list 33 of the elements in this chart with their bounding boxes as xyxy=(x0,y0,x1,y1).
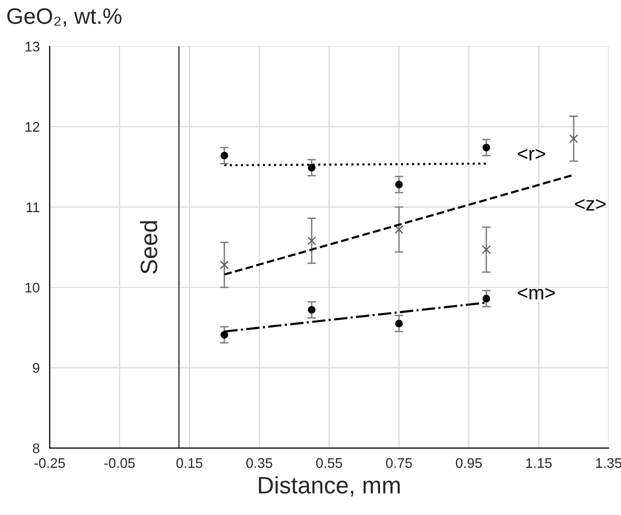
x-tick-label: 0.35 xyxy=(246,458,272,468)
x-tick-label: -0.05 xyxy=(104,458,135,468)
y-tick-label: 9 xyxy=(32,363,40,373)
y-tick-label: 10 xyxy=(26,282,40,293)
y-tick-label: 13 xyxy=(26,42,40,52)
point xyxy=(482,144,490,152)
point xyxy=(482,294,490,302)
y-tick-label: 11 xyxy=(26,202,40,212)
y-tick-label: 8 xyxy=(32,443,40,454)
ref-line-label: Seed xyxy=(140,221,158,274)
x-axis-title: Distance, mm xyxy=(258,476,400,496)
series-label: <m> xyxy=(518,288,555,300)
point xyxy=(308,306,316,314)
x-tick-label: 0.15 xyxy=(176,458,202,468)
point xyxy=(308,164,316,172)
point xyxy=(482,245,491,254)
x-tick-label: 0.55 xyxy=(316,458,342,468)
x-tick-label: 0.95 xyxy=(456,458,482,468)
point xyxy=(220,260,229,270)
x-tick-label: 0.75 xyxy=(386,458,412,468)
y-axis-title: GeO₂, wt.% xyxy=(7,8,122,27)
x-tick-label: -0.25 xyxy=(34,458,65,468)
series-label: <z> xyxy=(575,199,606,210)
point xyxy=(220,330,228,339)
point xyxy=(395,320,403,328)
y-tick-label: 12 xyxy=(26,122,40,132)
point xyxy=(220,152,228,160)
point xyxy=(307,236,316,246)
point xyxy=(569,134,578,144)
point xyxy=(394,225,404,234)
series-label: <r> xyxy=(518,149,546,160)
x-tick-label: 1.15 xyxy=(526,458,552,468)
point xyxy=(395,180,403,188)
